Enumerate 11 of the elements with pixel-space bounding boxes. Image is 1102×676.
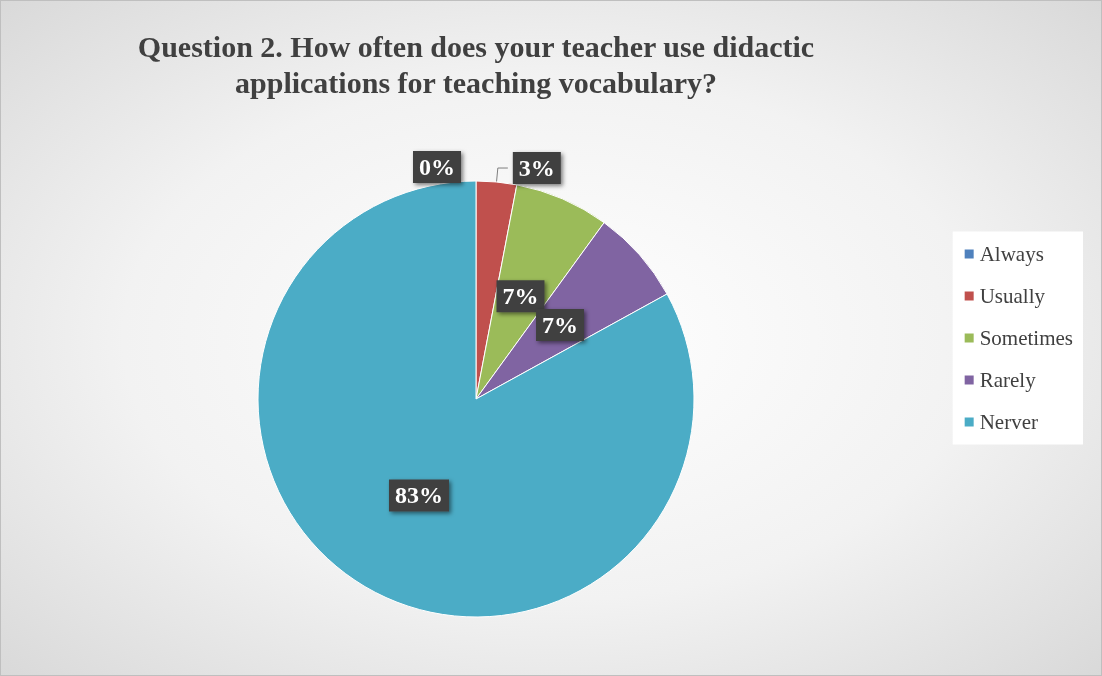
legend-label: Sometimes bbox=[979, 326, 1074, 350]
text: 0% bbox=[419, 154, 455, 180]
chart-title: Question 2. How often does your teacher use didactic applications for teaching vocabulary? bbox=[137, 29, 815, 99]
data-label: 7% bbox=[502, 283, 539, 310]
legend-label: Usually bbox=[979, 284, 1046, 308]
legend-label: Nerver bbox=[979, 410, 1038, 434]
legend-label: Rarely bbox=[979, 368, 1037, 392]
data-label: 3% bbox=[518, 155, 555, 182]
data-label: 83% bbox=[394, 482, 443, 509]
legend-label: Always bbox=[979, 242, 1044, 266]
data-label: 7% bbox=[542, 311, 579, 338]
